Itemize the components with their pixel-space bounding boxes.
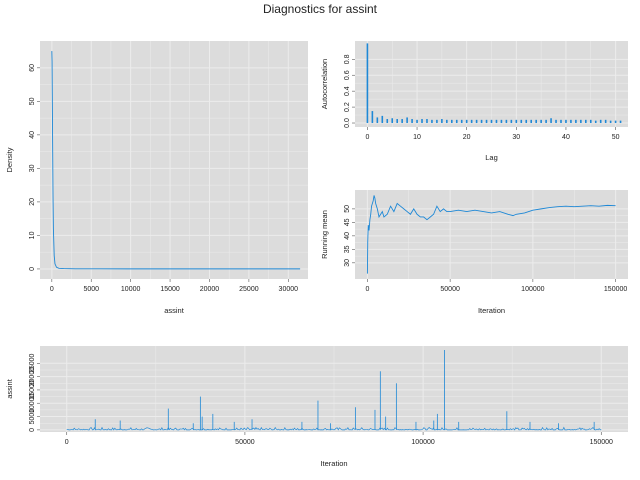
running-mean-xtick-label: 50000: [440, 286, 460, 293]
density-y-axis-label: Density: [5, 147, 14, 172]
density-panel: [40, 41, 308, 279]
running-mean-series-line: [366, 195, 616, 274]
trace-xtick-label: 0: [65, 439, 69, 446]
density-ytick-label: 60: [29, 64, 36, 72]
acf-ytick-label: 0.2: [344, 102, 351, 112]
acf-xtick-label: 0: [365, 134, 369, 141]
density-ytick-label: 50: [29, 97, 36, 105]
density-ytick-label: 0: [29, 267, 36, 271]
acf-ytick-label: 0.8: [344, 54, 351, 64]
density-xtick-label: 20000: [200, 286, 220, 293]
acf-xtick-label: 40: [562, 134, 570, 141]
acf-xtick-label: 30: [512, 134, 520, 141]
trace-ytick-label: 10000: [29, 393, 36, 413]
trace-x-axis-label: Iteration: [320, 459, 347, 468]
density-series-line: [51, 51, 301, 270]
running-mean-x-axis-label: Iteration: [478, 306, 505, 315]
density-xtick-label: 25000: [239, 286, 259, 293]
running-mean-ytick-label: 45: [344, 218, 351, 226]
trace-ytick-label: 25000: [29, 353, 36, 373]
running-mean-xtick-label: 100000: [521, 286, 544, 293]
density-xtick-label: 15000: [160, 286, 180, 293]
density-plot: 0 5000 10000 15000 20000 25000 30000 0 10 20 30 40 5…: [5, 41, 308, 315]
density-x-axis-label: assint: [164, 306, 185, 315]
trace-series-line: [66, 426, 602, 431]
acf-x-axis-label: Lag: [485, 153, 498, 162]
trace-ytick-label: 20000: [29, 367, 36, 387]
trace-ytick-label: 15000: [29, 380, 36, 400]
running-mean-ytick-label: 30: [344, 259, 351, 267]
trace-y-axis-label: assint: [5, 378, 14, 399]
trace-plot: 0 50000 100000 150000 0 500010000150002000025…: [5, 346, 628, 468]
autocorrelation-plot: 0 10 20 30 40 50 0.0 0.2 0.4 0.6 0.8 Lag Autocorrela…: [320, 41, 628, 162]
acf-y-axis-label: Autocorrelation: [320, 59, 329, 109]
acf-xtick-label: 20: [463, 134, 471, 141]
acf-xtick-label: 10: [413, 134, 421, 141]
acf-ytick-label: 0.4: [344, 86, 351, 96]
running-mean-xtick-label: 0: [365, 286, 369, 293]
running-mean-xtick-label: 150000: [604, 286, 627, 293]
running-mean-plot: 0 50000 100000 150000 30 35 40 45 50 Iteration Run…: [320, 190, 628, 315]
density-xtick-label: 0: [50, 286, 54, 293]
acf-ytick-label: 0.0: [344, 118, 351, 128]
density-xtick-label: 30000: [279, 286, 299, 293]
running-mean-ytick-label: 40: [344, 232, 351, 240]
density-xtick-label: 5000: [83, 286, 99, 293]
running-mean-y-axis-label: Running mean: [320, 210, 329, 259]
trace-ytick-label: 5000: [29, 409, 36, 425]
trace-xtick-label: 100000: [411, 439, 434, 446]
trace-ytick-label: 0: [29, 428, 36, 432]
acf-ytick-label: 0.6: [344, 70, 351, 80]
running-mean-ytick-label: 35: [344, 245, 351, 253]
figure-title: Diagnostics for assint: [263, 2, 378, 16]
density-ytick-label: 20: [29, 198, 36, 206]
running-mean-ytick-label: 50: [344, 205, 351, 213]
trace-xtick-label: 50000: [235, 439, 255, 446]
density-ytick-label: 10: [29, 231, 36, 239]
density-ytick-label: 30: [29, 164, 36, 172]
trace-xtick-label: 150000: [590, 439, 613, 446]
density-xtick-label: 10000: [121, 286, 141, 293]
acf-xtick-label: 50: [612, 134, 620, 141]
density-ytick-label: 40: [29, 131, 36, 139]
